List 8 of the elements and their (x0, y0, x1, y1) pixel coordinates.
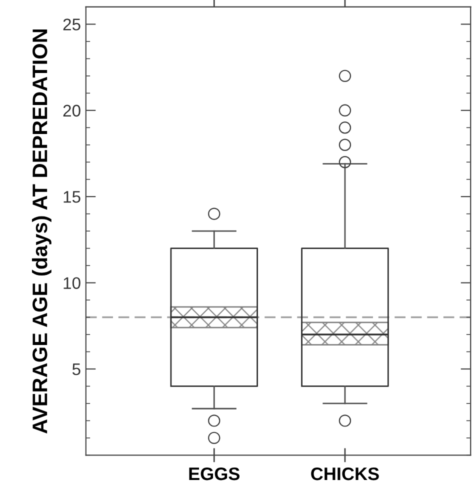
y-tick-label: 25 (63, 18, 80, 30)
y-tick-label: 15 (64, 191, 80, 203)
y-tick-label: 20 (63, 104, 80, 117)
y-axis-title: AVERAGE AGE (days) AT DEPREDATION (32, 30, 52, 434)
y-tick-label: 10 (64, 277, 80, 289)
y-tick-label: 5 (72, 364, 80, 376)
x-tick-label: EGGS (189, 467, 240, 480)
x-tick-label: CHICKS (311, 467, 379, 480)
